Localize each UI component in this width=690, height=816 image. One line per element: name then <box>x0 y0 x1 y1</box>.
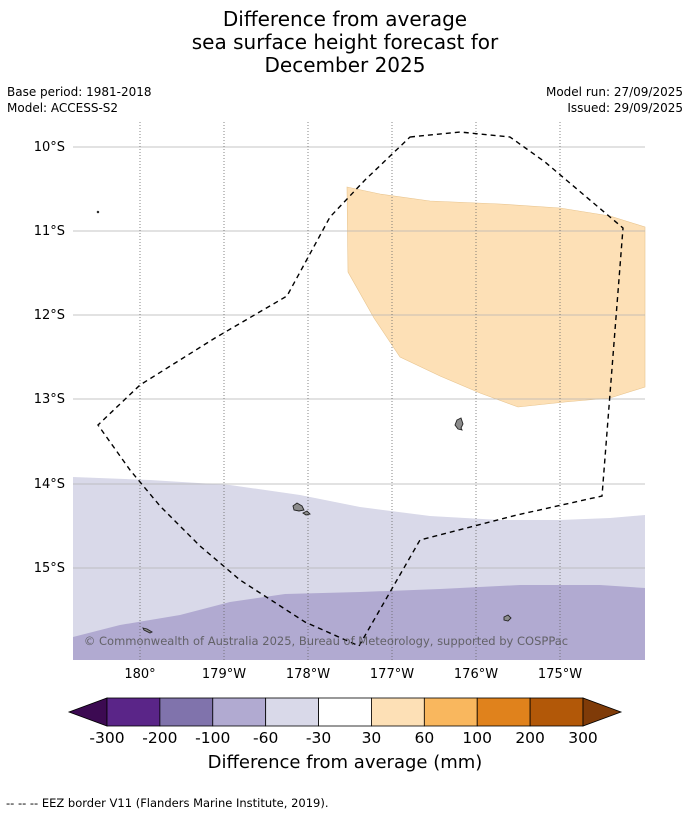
colorbar: -300 -200 -100 -60 -30 30 60 100 200 300 <box>67 697 623 747</box>
colorbar-tick-label: -300 <box>89 729 124 747</box>
island-west-large <box>292 502 305 512</box>
colorbar-bin <box>476 697 531 727</box>
lat-label: 10°S <box>34 140 65 155</box>
title-line-2: sea surface height forecast for <box>191 30 499 54</box>
island-tiny-northwest <box>96 210 100 214</box>
issued-text: Issued: 29/09/2025 <box>567 101 683 115</box>
lat-label: 13°S <box>34 392 65 407</box>
title-line-1: Difference from average <box>222 7 468 31</box>
colorbar-ticks: -300 -200 -100 -60 -30 30 60 100 200 300 <box>89 729 597 747</box>
lon-label: 179°W <box>202 667 246 682</box>
lat-label: 12°S <box>34 308 65 323</box>
model-text: Model: ACCESS-S2 <box>7 101 119 115</box>
meta-right: Model run: 27/09/2025 Issued: 29/09/2025 <box>546 84 683 116</box>
title-line-3: December 2025 <box>264 53 426 77</box>
anomaly-regions <box>73 186 646 660</box>
island-north <box>454 417 464 431</box>
copyright-text: © Commonwealth of Australia 2025, Bureau… <box>84 634 568 648</box>
island-west-small <box>302 510 311 516</box>
lat-label: 11°S <box>34 224 65 239</box>
colorbar-tick-label: -100 <box>195 729 230 747</box>
colorbar-tick-label: -60 <box>253 729 278 747</box>
chart-title: Difference from average sea surface heig… <box>0 8 690 77</box>
negative-100-60mm-region <box>73 585 645 660</box>
lon-labels: 180° 179°W 178°W 177°W 176°W 175°W <box>124 667 582 682</box>
colorbar-tick-label: -30 <box>306 729 331 747</box>
lon-label: 178°W <box>286 667 330 682</box>
lat-labels: 10°S 11°S 12°S 13°S 14°S 15°S <box>34 140 65 576</box>
lat-label: 14°S <box>34 477 65 492</box>
base-period-text: Base period: 1981-2018 <box>7 85 152 99</box>
colorbar-bins <box>106 697 584 727</box>
islands <box>96 210 512 634</box>
colorbar-bin <box>265 697 319 727</box>
model-run-text: Model run: 27/09/2025 <box>545 85 683 99</box>
lon-label: 177°W <box>370 667 414 682</box>
colorbar-under-arrow <box>67 697 108 727</box>
latitude-lines <box>73 146 645 569</box>
colorbar-tick-label: -200 <box>142 729 177 747</box>
colorbar-tick-label: 30 <box>362 729 382 747</box>
colorbar-bin <box>529 697 584 727</box>
colorbar-tick-label: 300 <box>568 729 598 747</box>
colorbar-tick-label: 200 <box>515 729 545 747</box>
lon-label: 176°W <box>454 667 498 682</box>
colorbar-label: Difference from average (mm) <box>207 752 483 773</box>
meta-left: Base period: 1981-2018 Model: ACCESS-S2 <box>7 84 152 116</box>
colorbar-bin <box>371 697 425 727</box>
colorbar-bin <box>212 697 267 727</box>
lon-label: 180° <box>124 667 155 682</box>
graticule <box>73 122 645 660</box>
colorbar-tick-label: 60 <box>414 729 434 747</box>
lat-label: 15°S <box>34 561 65 576</box>
colorbar-over-arrow <box>582 697 623 727</box>
colorbar-bin <box>159 697 214 727</box>
colorbar-tick-label: 100 <box>462 729 492 747</box>
colorbar-bin <box>318 697 372 727</box>
island-southeast <box>503 614 512 622</box>
eez-legend-note: -- -- -- EEZ border V11 (Flanders Marine… <box>6 796 329 810</box>
lon-label: 175°W <box>538 667 582 682</box>
island-southwest <box>142 627 153 634</box>
colorbar-bin <box>106 697 161 727</box>
colorbar-bin <box>423 697 478 727</box>
